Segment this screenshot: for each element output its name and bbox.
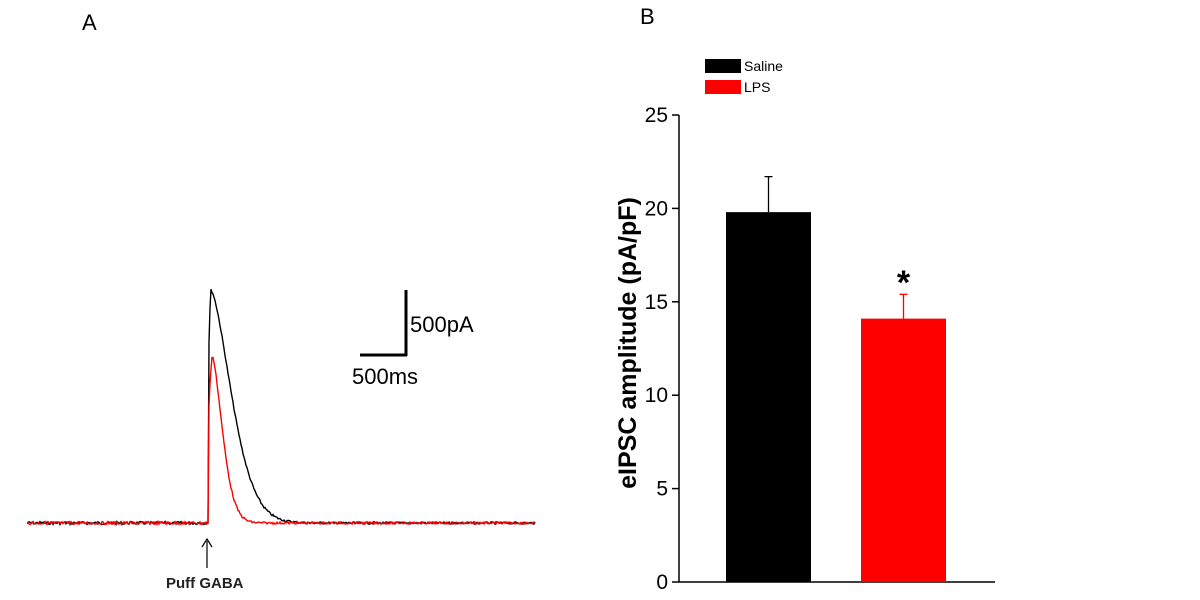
puff-annotation: Puff GABA: [166, 537, 244, 592]
bars: *: [726, 175, 946, 583]
traces: [26, 289, 536, 527]
scale-bar: 500pA 500ms: [352, 290, 474, 389]
legend-label-saline: Saline: [744, 58, 783, 74]
legend-swatch-saline: [705, 59, 741, 73]
significance-marker: *: [897, 264, 911, 302]
scale-bar-current-label: 500pA: [410, 312, 474, 337]
legend: Saline LPS: [705, 58, 783, 95]
legend-swatch-lps: [705, 80, 741, 94]
y-axis-label: eIPSC amplitude (pA/pF): [614, 197, 642, 489]
panel-b-label: B: [640, 4, 655, 29]
y-tick-label: 15: [645, 291, 668, 314]
y-axis: 0 5 10 15 20 25: [645, 104, 995, 594]
bar-lps: [861, 318, 946, 582]
scale-bar-time-label: 500ms: [352, 364, 418, 389]
panel-b: B Saline LPS eIPSC amplitude (pA/pF) 0 5 1…: [614, 4, 995, 594]
y-tick-label: 10: [645, 384, 668, 407]
panel-a: A 500pA 500ms Puff GABA: [26, 10, 536, 592]
trace-lps: [27, 356, 535, 527]
puff-gaba-label: Puff GABA: [166, 575, 244, 592]
y-tick-label: 0: [656, 571, 668, 594]
y-tick-label: 20: [645, 197, 668, 220]
bar-saline: [726, 212, 811, 583]
up-arrow-icon: [201, 537, 213, 568]
legend-label-lps: LPS: [744, 79, 770, 95]
y-tick-label: 25: [645, 104, 668, 127]
y-tick-label: 5: [656, 478, 668, 501]
panel-a-label: A: [82, 10, 97, 35]
